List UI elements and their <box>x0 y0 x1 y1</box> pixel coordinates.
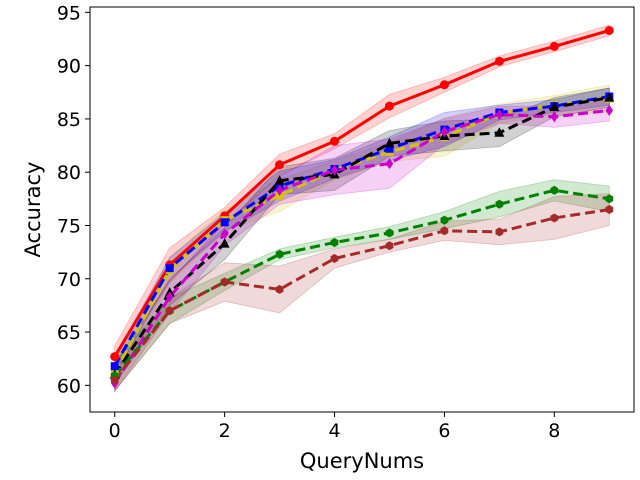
marker-brown <box>605 205 614 214</box>
y-tick-label: 75 <box>57 215 81 237</box>
marker-red <box>110 352 120 362</box>
y-tick-label: 90 <box>57 56 81 78</box>
marker-green <box>385 228 394 238</box>
marker-red <box>549 41 559 51</box>
marker-magenta <box>220 228 229 240</box>
marker-green <box>330 238 339 247</box>
series-markers <box>109 25 615 389</box>
marker-brown <box>440 226 449 236</box>
marker-black <box>219 238 230 248</box>
marker-blue <box>165 264 174 273</box>
y-tick-label: 60 <box>57 375 81 397</box>
marker-magenta <box>550 111 559 123</box>
x-tick-label: 4 <box>328 420 340 442</box>
y-tick-label: 85 <box>57 109 81 131</box>
confidence-bands <box>114 24 610 393</box>
marker-green <box>495 199 504 209</box>
marker-black <box>274 175 285 185</box>
marker-black <box>549 101 560 112</box>
x-tick-label: 6 <box>438 420 450 442</box>
marker-black <box>494 127 505 137</box>
band-brown <box>114 193 610 392</box>
line-green <box>113 188 610 377</box>
marker-red <box>494 56 504 66</box>
marker-brown <box>220 277 229 287</box>
marker-brown <box>550 213 559 223</box>
line-yellow <box>113 97 610 374</box>
y-axis-label: Accuracy <box>21 162 45 258</box>
marker-blue <box>220 218 229 227</box>
marker-magenta <box>495 109 504 121</box>
marker-brown <box>110 375 119 385</box>
line-blue <box>113 95 610 367</box>
marker-brown <box>165 306 174 316</box>
x-axis-label: QueryNums <box>300 449 424 473</box>
marker-magenta <box>330 164 339 176</box>
marker-red <box>439 80 449 90</box>
marker-blue <box>385 144 394 153</box>
y-tick-label: 70 <box>57 269 81 291</box>
x-tick-label: 8 <box>548 420 560 442</box>
marker-magenta <box>605 104 614 116</box>
y-tick-label: 65 <box>57 322 81 344</box>
x-tick-label: 0 <box>109 420 121 442</box>
marker-red <box>275 160 285 170</box>
marker-magenta <box>385 158 394 170</box>
marker-brown <box>330 254 339 263</box>
marker-green <box>275 249 284 259</box>
marker-red <box>384 101 394 111</box>
marker-red <box>330 136 340 146</box>
line-brown <box>113 208 610 381</box>
line-red <box>113 28 610 358</box>
marker-magenta <box>440 126 449 138</box>
plot-frame <box>89 6 635 413</box>
marker-brown <box>275 284 284 294</box>
x-tick-label: 2 <box>219 420 231 442</box>
marker-green <box>605 194 614 204</box>
marker-magenta <box>165 291 174 303</box>
marker-black <box>604 92 615 102</box>
x-axis-ticks: 0 2 4 6 8 <box>109 412 560 442</box>
marker-brown <box>495 227 504 237</box>
line-black <box>113 96 610 376</box>
y-tick-label: 80 <box>57 162 81 184</box>
marker-red <box>604 25 614 35</box>
marker-magenta <box>275 184 284 196</box>
marker-green <box>550 185 559 195</box>
line-magenta <box>113 108 610 385</box>
band-red <box>114 24 610 369</box>
y-tick-label: 95 <box>57 2 81 24</box>
marker-green <box>440 215 449 225</box>
series-lines <box>113 28 610 385</box>
marker-brown <box>385 241 394 251</box>
marker-black <box>384 137 395 148</box>
marker-blue <box>110 362 119 371</box>
y-axis-ticks: 60 65 70 75 80 85 90 95 <box>57 2 90 397</box>
